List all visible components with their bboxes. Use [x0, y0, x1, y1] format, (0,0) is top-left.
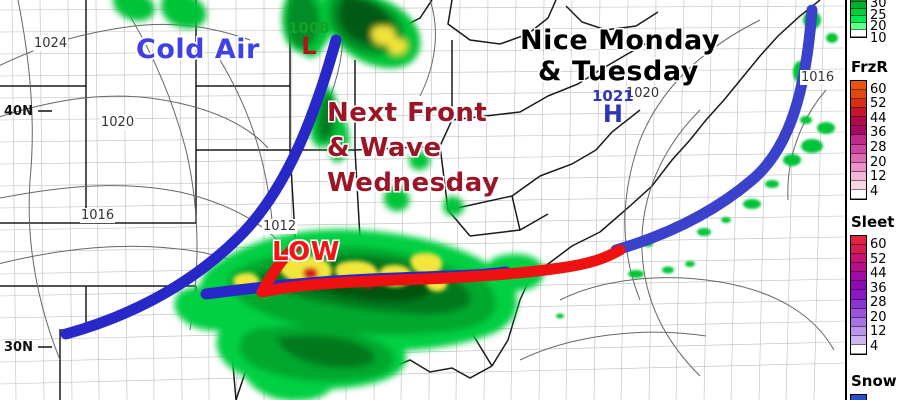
- sleet-tick: 20: [870, 310, 887, 325]
- rain-color-scale: [850, 0, 867, 38]
- next-front-label-3: Wednesday: [327, 168, 500, 198]
- frzr-tick: 28: [870, 140, 887, 155]
- legend-color-swatch: [851, 99, 866, 109]
- legend-color-swatch: [851, 9, 866, 16]
- legend-color-swatch: [851, 254, 866, 264]
- frzr-tick: 44: [870, 111, 887, 126]
- legend-color-swatch: [851, 180, 866, 190]
- isobar-label: 1012: [262, 219, 298, 234]
- lat-label-30n: 30N: [4, 340, 33, 355]
- rain-tick: 10: [870, 31, 887, 46]
- legend-panel: 30 25 20 10 FrzR 60 52 44 36 28 20 12 4 …: [845, 0, 900, 400]
- lat-ticks: [38, 110, 52, 348]
- low-pressure-center: 1008 L: [288, 19, 330, 60]
- next-front-label-2: & Wave: [327, 133, 442, 163]
- high-pressure-center: 1021 H: [592, 87, 634, 128]
- sleet-tick: 12: [870, 324, 887, 339]
- rain-tick: 20: [870, 19, 887, 34]
- isobar-label: 1016: [80, 208, 116, 223]
- frzr-tick: 20: [870, 155, 887, 170]
- legend-color-swatch: [851, 344, 866, 355]
- legend-color-swatch: [851, 335, 866, 345]
- nice-weather-label-2: & Tuesday: [538, 56, 699, 87]
- legend-color-swatch: [851, 81, 866, 91]
- legend-color-swatch: [851, 245, 866, 255]
- sleet-tick: 36: [870, 281, 887, 296]
- freezing-rain-title: FrzR: [851, 58, 888, 76]
- map-canvas: [0, 0, 845, 400]
- cold-air-label: Cold Air: [136, 34, 260, 65]
- snow-title: Snow: [851, 372, 897, 390]
- legend-color-swatch: [851, 299, 866, 309]
- isobar-label: 1020: [625, 86, 661, 101]
- frzr-tick: 4: [870, 184, 879, 199]
- low-pressure-value: 1008: [288, 19, 330, 37]
- high-pressure-value: 1021: [592, 87, 634, 105]
- rain-tick: 25: [870, 8, 887, 23]
- frzr-tick: 52: [870, 96, 887, 111]
- legend-color-swatch: [851, 162, 866, 172]
- legend-color-swatch: [851, 126, 866, 136]
- scattered-showers: [556, 11, 838, 319]
- legend-color-swatch: [851, 117, 866, 127]
- sleet-tick: 4: [870, 339, 879, 354]
- weather-map[interactable]: 40N 30N 1024 1020 1016 1012 1016 1020 Co…: [0, 0, 845, 400]
- sleet-tick: 52: [870, 252, 887, 267]
- frzr-tick: 12: [870, 169, 887, 184]
- nice-weather-label: Nice Monday: [520, 25, 721, 56]
- lat-label-40n: 40N: [4, 104, 33, 119]
- sleet-tick: 60: [870, 237, 887, 252]
- legend-color-swatch: [851, 144, 866, 154]
- sleet-color-scale: [850, 235, 867, 355]
- next-front-label: Next Front: [327, 98, 488, 128]
- legend-color-swatch: [851, 108, 866, 118]
- freezing-rain-color-scale: [850, 80, 867, 200]
- low-center-label: LOW: [272, 237, 340, 267]
- legend-color-swatch: [851, 395, 866, 400]
- legend-color-swatch: [851, 263, 866, 273]
- legend-color-swatch: [851, 90, 866, 100]
- legend-color-swatch: [851, 308, 866, 318]
- legend-color-swatch: [851, 16, 866, 23]
- isobar-label: 1020: [100, 115, 136, 130]
- sleet-tick: 28: [870, 295, 887, 310]
- high-pressure-letter: H: [602, 100, 623, 128]
- legend-color-swatch: [851, 135, 866, 145]
- frzr-tick: 60: [870, 82, 887, 97]
- snow-color-scale: [850, 394, 867, 400]
- legend-color-swatch: [851, 189, 866, 200]
- legend-color-swatch: [851, 153, 866, 163]
- sleet-tick: 44: [870, 266, 887, 281]
- legend-color-swatch: [851, 236, 866, 246]
- legend-color-swatch: [851, 171, 866, 181]
- low-pressure-letter: L: [301, 32, 317, 60]
- isobar-label: 1016: [800, 70, 836, 85]
- sleet-title: Sleet: [851, 213, 895, 231]
- legend-color-swatch: [851, 0, 866, 2]
- legend-color-swatch: [851, 272, 866, 282]
- legend-color-swatch: [851, 317, 866, 327]
- isobar-label: 1024: [33, 36, 69, 51]
- legend-color-swatch: [851, 2, 866, 9]
- legend-color-swatch: [851, 30, 866, 37]
- warm-front-line: [256, 240, 626, 298]
- legend-color-swatch: [851, 281, 866, 291]
- frzr-tick: 36: [870, 125, 887, 140]
- legend-color-swatch: [851, 290, 866, 300]
- legend-color-swatch: [851, 326, 866, 336]
- legend-color-swatch: [851, 23, 866, 30]
- rain-tick: 30: [870, 0, 887, 11]
